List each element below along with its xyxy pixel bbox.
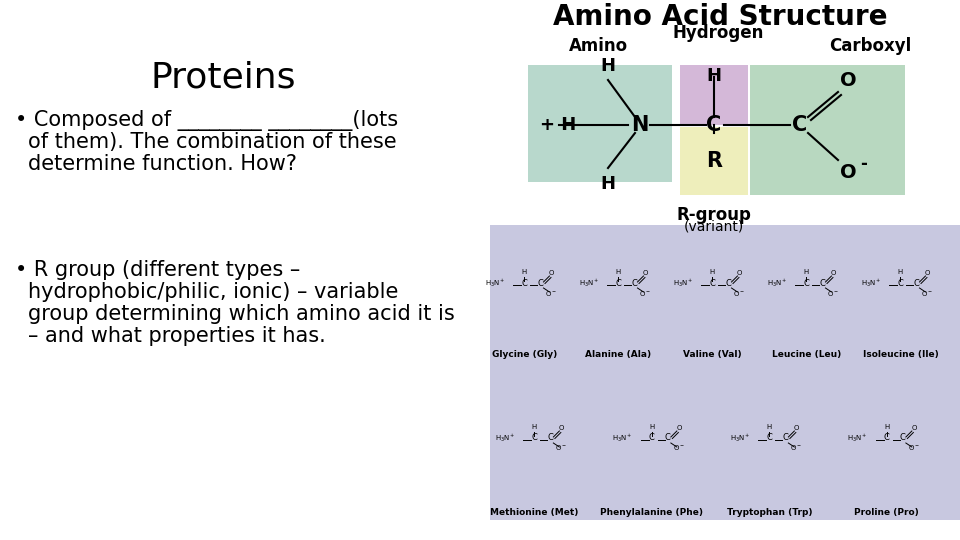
Text: • R group (different types –: • R group (different types – — [15, 260, 300, 280]
Text: C: C — [649, 434, 655, 442]
Text: C: C — [766, 434, 772, 442]
Text: O: O — [924, 270, 930, 276]
Text: C: C — [884, 434, 890, 442]
Text: H$_3$N$^+$: H$_3$N$^+$ — [673, 277, 693, 289]
Text: R-group: R-group — [677, 206, 752, 224]
Text: O: O — [559, 425, 564, 431]
Text: + H: + H — [540, 116, 576, 134]
Text: H: H — [601, 175, 615, 193]
Text: • Composed of ________ ________(lots: • Composed of ________ ________(lots — [15, 110, 398, 131]
Bar — [528, 65, 672, 182]
Text: Proteins: Proteins — [150, 60, 296, 94]
Text: Hydrogen: Hydrogen — [672, 24, 764, 42]
Text: Glycine (Gly): Glycine (Gly) — [492, 350, 557, 359]
Text: C: C — [709, 279, 715, 287]
Text: H: H — [709, 269, 715, 275]
Text: H: H — [804, 269, 809, 275]
Text: Carboxyl: Carboxyl — [828, 37, 911, 55]
Text: H: H — [522, 269, 527, 275]
Text: H$_3$N$^+$: H$_3$N$^+$ — [612, 432, 633, 444]
Text: Methionine (Met): Methionine (Met) — [491, 508, 579, 517]
Text: C: C — [538, 279, 543, 287]
Text: O: O — [830, 270, 836, 276]
Text: C: C — [820, 279, 826, 287]
Text: C: C — [898, 279, 903, 287]
Text: H$_3$N$^+$: H$_3$N$^+$ — [730, 432, 751, 444]
Text: determine function. How?: determine function. How? — [28, 154, 297, 174]
Text: C: C — [900, 434, 906, 442]
Text: H$_3$N$^+$: H$_3$N$^+$ — [861, 277, 881, 289]
Text: O$^-$: O$^-$ — [790, 443, 803, 453]
Text: O$^-$: O$^-$ — [908, 443, 920, 453]
Text: C: C — [521, 279, 527, 287]
Text: O: O — [676, 425, 682, 431]
Bar — [490, 225, 960, 520]
Text: O: O — [840, 163, 856, 181]
Text: O$^-$: O$^-$ — [673, 443, 684, 453]
Text: H$_3$N$^+$: H$_3$N$^+$ — [579, 277, 599, 289]
Text: Phenylalanine (Phe): Phenylalanine (Phe) — [600, 508, 704, 517]
Text: C: C — [707, 115, 722, 135]
Text: R: R — [706, 151, 722, 171]
Text: H$_3$N$^+$: H$_3$N$^+$ — [848, 432, 868, 444]
Text: O: O — [736, 270, 742, 276]
Text: C: C — [792, 115, 807, 135]
Text: N: N — [632, 115, 649, 135]
Bar — [680, 65, 748, 125]
Text: of them). The combination of these: of them). The combination of these — [28, 132, 396, 152]
Text: Amino: Amino — [568, 37, 628, 55]
Text: H: H — [707, 67, 722, 85]
Text: C: C — [782, 434, 788, 442]
Text: O$^-$: O$^-$ — [545, 288, 558, 298]
Text: C: C — [914, 279, 920, 287]
Text: C: C — [804, 279, 809, 287]
Text: C: C — [615, 279, 621, 287]
Text: Tryptophan (Trp): Tryptophan (Trp) — [727, 508, 812, 517]
Text: group determining which amino acid it is: group determining which amino acid it is — [28, 304, 455, 324]
Text: H: H — [649, 424, 655, 430]
Text: H$_3$N$^+$: H$_3$N$^+$ — [494, 432, 516, 444]
Text: H: H — [532, 424, 537, 430]
Bar — [680, 127, 748, 195]
Text: H: H — [601, 57, 615, 75]
Text: -: - — [860, 155, 868, 173]
Text: (variant): (variant) — [684, 220, 744, 234]
Text: O: O — [794, 425, 799, 431]
Text: C: C — [665, 434, 671, 442]
Text: C: C — [547, 434, 553, 442]
Text: Alanine (Ala): Alanine (Ala) — [586, 350, 652, 359]
Text: O$^-$: O$^-$ — [639, 288, 652, 298]
Text: Proline (Pro): Proline (Pro) — [854, 508, 920, 517]
Text: H: H — [616, 269, 621, 275]
Text: H$_3$N$^+$: H$_3$N$^+$ — [767, 277, 787, 289]
Text: O$^-$: O$^-$ — [555, 443, 567, 453]
Text: H: H — [898, 269, 903, 275]
Text: Leucine (Leu): Leucine (Leu) — [772, 350, 841, 359]
Text: C: C — [726, 279, 732, 287]
Text: H$_3$N$^+$: H$_3$N$^+$ — [485, 277, 506, 289]
Text: – and what properties it has.: – and what properties it has. — [28, 326, 325, 346]
Text: C: C — [632, 279, 637, 287]
Text: H: H — [767, 424, 772, 430]
Text: Amino Acid Structure: Amino Acid Structure — [553, 3, 887, 31]
Text: O: O — [549, 270, 554, 276]
Text: O$^-$: O$^-$ — [828, 288, 840, 298]
Text: O: O — [911, 425, 917, 431]
Text: O: O — [643, 270, 648, 276]
Text: O: O — [840, 71, 856, 90]
Bar — [750, 65, 905, 195]
Text: H: H — [884, 424, 890, 430]
Text: Valine (Val): Valine (Val) — [684, 350, 742, 359]
Text: Isoleucine (Ile): Isoleucine (Ile) — [863, 350, 938, 359]
Text: C: C — [532, 434, 538, 442]
Text: O$^-$: O$^-$ — [733, 288, 746, 298]
Text: O$^-$: O$^-$ — [922, 288, 933, 298]
Text: hydrophobic/philic, ionic) – variable: hydrophobic/philic, ionic) – variable — [28, 282, 398, 302]
